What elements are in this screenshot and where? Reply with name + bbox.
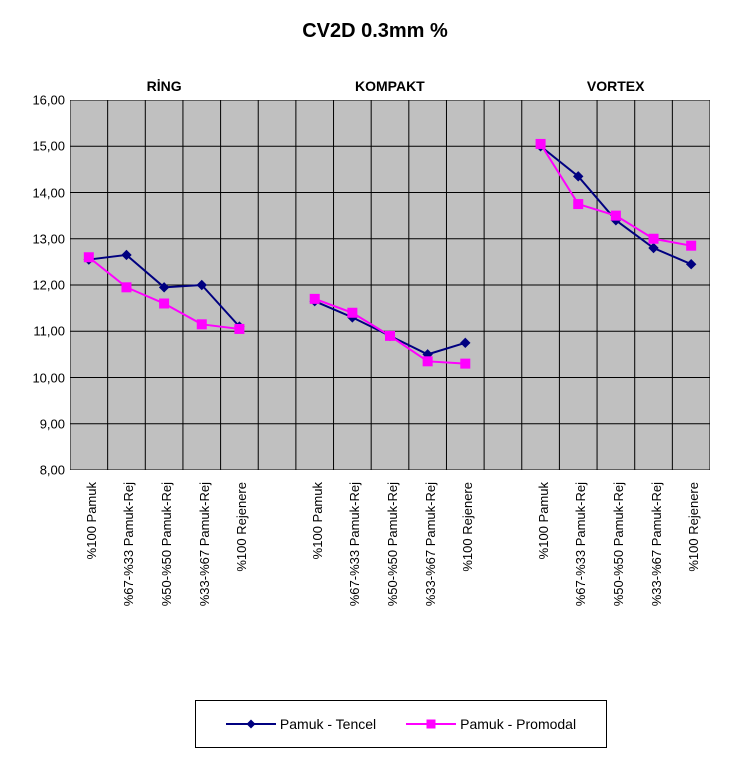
x-tick-label: %67-%33 Pamuk-Rej	[573, 482, 588, 606]
legend-item: Pamuk - Tencel	[226, 716, 376, 732]
y-tick-label: 11,00	[15, 324, 65, 339]
legend-label: Pamuk - Tencel	[280, 716, 376, 732]
x-tick-label: %67-%33 Pamuk-Rej	[347, 482, 362, 606]
y-tick-label: 15,00	[15, 139, 65, 154]
group-label: RİNG	[147, 78, 182, 94]
x-tick-label: %100 Rejenere	[460, 482, 475, 572]
y-tick-label: 10,00	[15, 370, 65, 385]
legend-swatch	[226, 717, 276, 731]
legend: Pamuk - Tencel Pamuk - Promodal	[195, 700, 607, 748]
group-label: KOMPAKT	[355, 78, 425, 94]
y-tick-label: 14,00	[15, 185, 65, 200]
group-label: VORTEX	[587, 78, 645, 94]
x-tick-label: %33-%67 Pamuk-Rej	[197, 482, 212, 606]
x-tick-label: %33-%67 Pamuk-Rej	[649, 482, 664, 606]
plot-svg	[70, 100, 710, 470]
x-tick-label: %100 Pamuk	[84, 482, 99, 559]
y-tick-label: 8,00	[15, 463, 65, 478]
x-tick-label: %33-%67 Pamuk-Rej	[423, 482, 438, 606]
y-tick-label: 13,00	[15, 231, 65, 246]
plot-area	[70, 100, 710, 470]
x-tick-label: %50-%50 Pamuk-Rej	[159, 482, 174, 606]
legend-swatch	[406, 717, 456, 731]
chart-title: CV2D 0.3mm %	[0, 20, 750, 43]
y-tick-label: 16,00	[15, 93, 65, 108]
legend-item: Pamuk - Promodal	[406, 716, 576, 732]
x-tick-label: %67-%33 Pamuk-Rej	[121, 482, 136, 606]
x-tick-label: %100 Rejenere	[686, 482, 701, 572]
legend-label: Pamuk - Promodal	[460, 716, 576, 732]
x-tick-label: %50-%50 Pamuk-Rej	[385, 482, 400, 606]
y-tick-label: 9,00	[15, 416, 65, 431]
x-tick-label: %100 Pamuk	[310, 482, 325, 559]
x-tick-label: %50-%50 Pamuk-Rej	[611, 482, 626, 606]
x-tick-label: %100 Rejenere	[234, 482, 249, 572]
x-tick-label: %100 Pamuk	[536, 482, 551, 559]
y-tick-label: 12,00	[15, 278, 65, 293]
